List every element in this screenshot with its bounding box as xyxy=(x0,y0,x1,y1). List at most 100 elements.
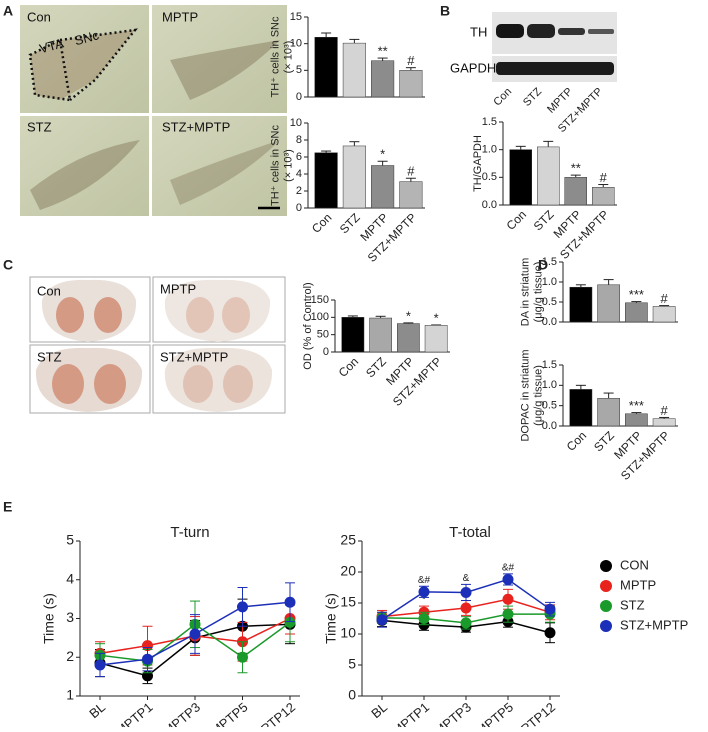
lane-label: STZ xyxy=(521,85,544,108)
y-tick-label: 0.0 xyxy=(542,316,557,328)
x-tick-label: MPTP1 xyxy=(113,699,156,727)
micrographs: Con MPTP STZ STZ+MPTP VTA SNc xyxy=(20,5,287,216)
bar xyxy=(371,165,395,209)
bar xyxy=(652,306,676,323)
x-tick-label: Con xyxy=(336,354,361,379)
brain-slices: Con MPTP STZ STZ+MPTP xyxy=(29,276,286,414)
significance: *** xyxy=(629,287,644,302)
y-tick-label: 10 xyxy=(290,38,302,50)
y-tick-label: 0.5 xyxy=(542,296,557,308)
y-tick-label: 4 xyxy=(296,168,302,180)
image-label: MPTP xyxy=(162,9,198,24)
bar xyxy=(314,152,338,209)
x-tick-label: Con xyxy=(309,210,334,235)
y-tick-label: 0 xyxy=(296,202,302,214)
image-label: Con xyxy=(37,283,61,298)
x-tick-label: MPTP3 xyxy=(160,699,203,727)
band-label: GAPDH xyxy=(450,60,496,75)
significance: # xyxy=(661,403,669,418)
western-blot: TH GAPDH Con STZ MPTP STZ+MPTP xyxy=(450,12,617,135)
x-tick-label: MPTP12 xyxy=(250,699,298,727)
chart-title: T-turn xyxy=(170,524,209,541)
y-tick-label: 3 xyxy=(66,609,74,625)
panel-letter: B xyxy=(440,3,450,19)
point xyxy=(502,573,514,585)
y-tick-label: 150 xyxy=(311,294,329,306)
bar xyxy=(424,325,448,353)
significance: * xyxy=(380,147,385,162)
significance: *** xyxy=(629,398,644,413)
significance: ** xyxy=(378,44,388,59)
point xyxy=(284,596,296,608)
y-tick-label: 15 xyxy=(340,594,356,610)
point xyxy=(418,586,430,598)
lane-label: Con xyxy=(491,86,514,109)
legend-label: MPTP xyxy=(620,577,656,592)
bar xyxy=(342,42,366,98)
significance: # xyxy=(600,170,608,185)
point xyxy=(418,613,430,624)
y-tick-label: 2 xyxy=(296,185,302,197)
y-tick-label: 5 xyxy=(348,656,356,672)
y-tick-label: 10 xyxy=(340,625,356,641)
legend-marker xyxy=(600,600,612,612)
y-axis-label: TH⁺ cells in SNc xyxy=(269,16,281,97)
band-label: TH xyxy=(470,24,487,39)
point xyxy=(460,586,472,598)
bar xyxy=(509,149,532,206)
point xyxy=(502,608,514,620)
y-tick-label: 1.5 xyxy=(542,256,557,268)
y-tick-label: 6 xyxy=(296,151,302,163)
x-tick-label: Con xyxy=(564,428,589,453)
panel-letter: A xyxy=(3,3,13,19)
bar xyxy=(592,187,615,206)
legend-marker xyxy=(600,580,612,592)
y-tick-label: 1.5 xyxy=(542,359,557,371)
point xyxy=(189,628,201,640)
panel-letter: D xyxy=(538,257,548,273)
y-axis-label: Time (s) xyxy=(41,593,57,644)
significance: # xyxy=(407,164,415,179)
bar xyxy=(625,413,648,427)
y-tick-label: 1.0 xyxy=(542,276,557,288)
y-tick-label: 1.0 xyxy=(542,379,557,391)
y-axis-label: Time (s) xyxy=(323,593,339,644)
significance: & xyxy=(463,573,470,584)
x-tick-label: MPTP1 xyxy=(389,699,432,727)
y-tick-label: 0.5 xyxy=(482,171,497,183)
x-tick-label: MPTP12 xyxy=(510,699,558,727)
point xyxy=(502,593,514,605)
bar xyxy=(399,181,423,209)
y-tick-label: 1.0 xyxy=(482,144,497,156)
y-axis-label: TH⁺ cells in SNc xyxy=(269,125,281,206)
bar xyxy=(564,177,587,206)
bar xyxy=(537,146,560,206)
significance: ** xyxy=(571,161,581,176)
bar xyxy=(569,389,593,427)
y-tick-label: 0 xyxy=(323,346,329,358)
legend-label: STZ xyxy=(620,597,645,612)
y-axis-label: (× 10³) xyxy=(282,41,294,74)
legend-marker xyxy=(600,560,612,572)
y-tick-label: 25 xyxy=(340,532,356,548)
y-tick-label: 5 xyxy=(66,532,74,548)
bar xyxy=(314,37,338,98)
bar xyxy=(369,317,392,353)
point xyxy=(284,616,296,628)
y-tick-label: 0.5 xyxy=(542,400,557,412)
x-tick-label: MPTP5 xyxy=(208,699,251,727)
y-tick-label: 8 xyxy=(296,134,302,146)
bar xyxy=(625,302,648,323)
bar xyxy=(341,317,365,353)
significance: &# xyxy=(502,563,515,574)
point xyxy=(237,601,248,613)
region-label: SNc xyxy=(73,27,101,48)
bar xyxy=(371,60,395,98)
image-label: Con xyxy=(27,9,51,24)
point xyxy=(237,651,248,663)
image-label: STZ xyxy=(37,349,62,364)
y-axis-label: TH/GAPDH xyxy=(472,135,484,192)
significance: * xyxy=(422,595,426,606)
legend-label: STZ+MPTP xyxy=(620,617,688,632)
significance: &# xyxy=(418,575,431,586)
